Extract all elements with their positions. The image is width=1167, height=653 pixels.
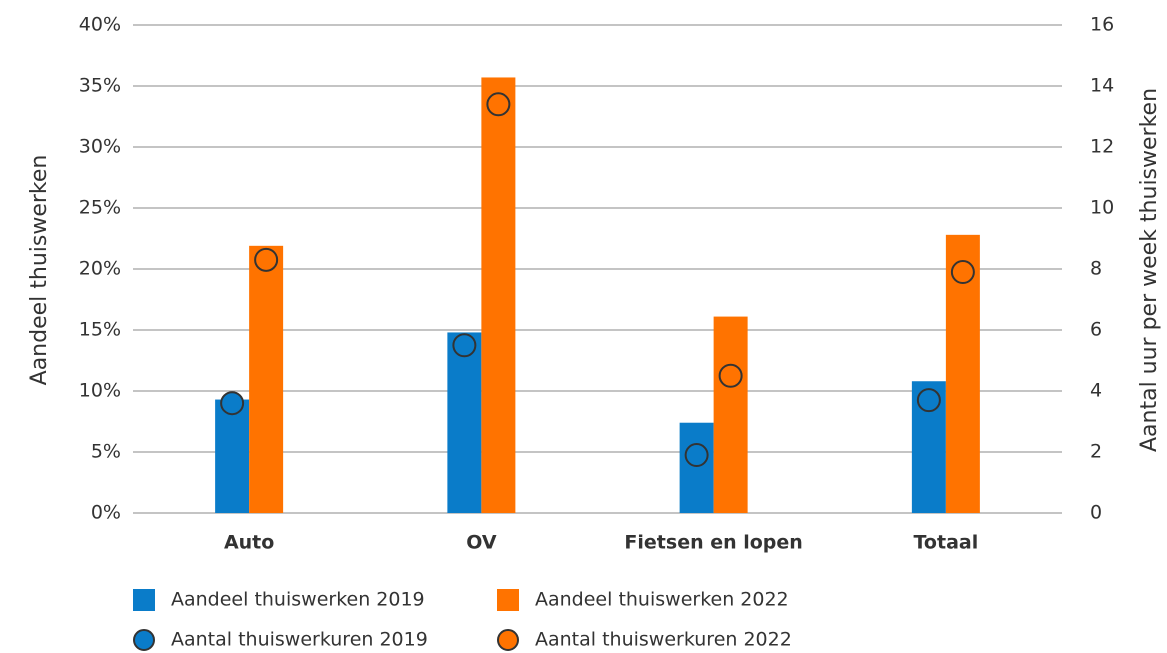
legend-label: Aandeel thuiswerken 2019 <box>171 589 425 611</box>
dot <box>452 333 477 358</box>
legend-swatch <box>497 629 519 651</box>
y2-tick-label: 2 <box>1090 441 1102 463</box>
y-tick-label: 30% <box>79 136 121 158</box>
y-tick-label: 35% <box>79 75 121 97</box>
dot <box>220 391 245 416</box>
y-tick-label: 0% <box>91 502 121 524</box>
dot <box>684 443 709 468</box>
bar <box>679 422 714 513</box>
y2-tick-label: 6 <box>1090 319 1102 341</box>
y2-tick-label: 14 <box>1090 75 1114 97</box>
legend-label: Aantal thuiswerkuren 2019 <box>171 629 428 651</box>
bar <box>249 245 284 513</box>
bar <box>713 316 748 513</box>
y2-tick-label: 16 <box>1090 14 1114 36</box>
y-axis-label: Aandeel thuiswerken <box>27 155 52 386</box>
x-tick-label: Fietsen en lopen <box>624 532 802 554</box>
dot <box>718 363 743 388</box>
x-tick-label: Totaal <box>914 532 979 554</box>
dot <box>254 247 279 272</box>
bar <box>481 77 516 514</box>
y-tick-label: 25% <box>79 197 121 219</box>
dot <box>916 388 941 413</box>
dot <box>950 260 975 285</box>
bar <box>447 332 482 513</box>
legend-swatch <box>497 589 519 611</box>
x-tick-label: Auto <box>224 532 274 554</box>
legend-label: Aandeel thuiswerken 2022 <box>535 589 789 611</box>
y-tick-label: 10% <box>79 380 121 402</box>
y-tick-label: 15% <box>79 319 121 341</box>
y2-tick-label: 4 <box>1090 380 1102 402</box>
x-tick-label: OV <box>466 532 497 554</box>
y-tick-label: 5% <box>91 441 121 463</box>
legend-swatch <box>133 629 155 651</box>
y-tick-label: 20% <box>79 258 121 280</box>
y2-tick-label: 0 <box>1090 502 1102 524</box>
legend-label: Aantal thuiswerkuren 2022 <box>535 629 792 651</box>
dot <box>486 92 511 117</box>
y2-axis-label: Aantal uur per week thuiswerken <box>1137 88 1162 452</box>
bar <box>215 399 250 513</box>
y2-tick-label: 12 <box>1090 136 1114 158</box>
y-tick-label: 40% <box>79 14 121 36</box>
y2-tick-label: 8 <box>1090 258 1102 280</box>
legend-swatch <box>133 589 155 611</box>
y2-tick-label: 10 <box>1090 197 1114 219</box>
